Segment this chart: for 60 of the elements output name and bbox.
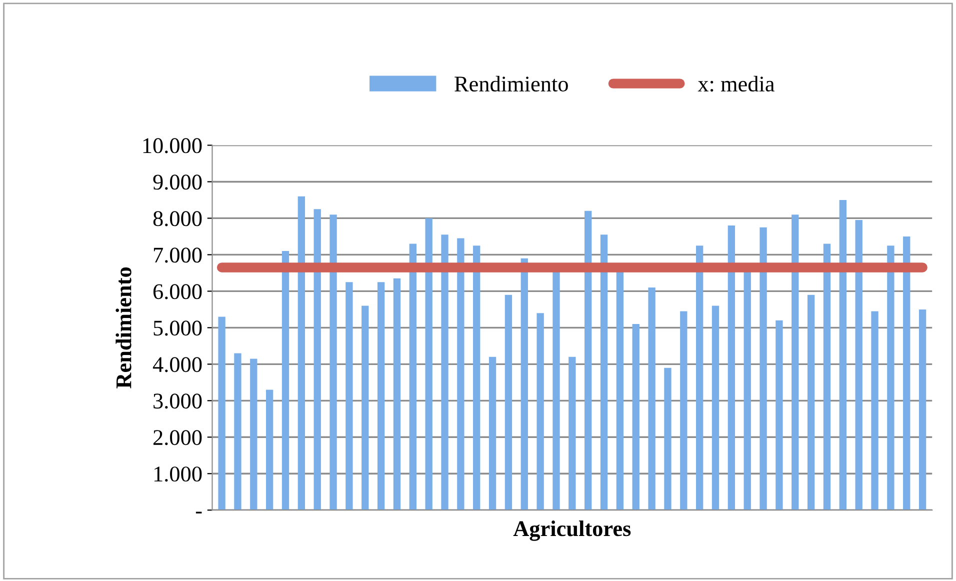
bar xyxy=(488,356,496,510)
bar xyxy=(234,353,242,510)
bar xyxy=(377,282,385,510)
bar xyxy=(393,278,401,510)
bar xyxy=(552,271,560,510)
bar xyxy=(457,238,464,510)
bar xyxy=(696,246,704,510)
y-tick-label: 10.000 xyxy=(143,138,202,154)
y-tick-label: 5.000 xyxy=(154,320,202,336)
legend-label: x: media xyxy=(698,76,774,92)
bar xyxy=(807,294,815,510)
bar xyxy=(282,251,290,510)
y-tick-label: - xyxy=(196,512,202,514)
bar xyxy=(760,227,767,510)
bar xyxy=(664,368,672,510)
bar xyxy=(616,271,624,510)
bar xyxy=(887,246,894,510)
bar xyxy=(314,209,321,510)
y-tick-label: 8.000 xyxy=(153,211,202,226)
bar xyxy=(266,390,274,510)
bar xyxy=(823,244,831,510)
y-tick-label: 4.000 xyxy=(152,357,202,372)
bar xyxy=(298,196,306,510)
bar xyxy=(918,309,926,510)
bar xyxy=(250,358,258,510)
legend-label: Rendimiento xyxy=(454,76,568,92)
bar xyxy=(903,236,910,510)
bar xyxy=(776,320,783,510)
bar xyxy=(330,214,337,510)
bar xyxy=(839,200,846,510)
y-axis-title: Rendimiento xyxy=(116,267,132,388)
y-tick-label: 1.000 xyxy=(154,466,202,482)
y-tick-label: 9.000 xyxy=(153,174,202,190)
bar xyxy=(600,234,608,510)
bar xyxy=(648,288,656,510)
y-tick-label: 7.000 xyxy=(154,248,202,263)
bar xyxy=(504,294,512,510)
bar xyxy=(744,271,751,510)
bar xyxy=(712,306,720,510)
bar xyxy=(473,246,480,510)
bar xyxy=(425,218,432,510)
bar xyxy=(568,356,576,510)
bar xyxy=(536,313,544,510)
y-tick-label: 6.000 xyxy=(153,284,202,300)
bar xyxy=(632,324,640,510)
x-axis-title: Agricultores xyxy=(513,520,631,541)
y-tick-label: 3.000 xyxy=(154,394,202,409)
bar xyxy=(584,210,592,510)
bar xyxy=(855,220,862,510)
bar xyxy=(409,244,416,510)
bar xyxy=(792,214,799,510)
bar xyxy=(871,311,878,510)
bar xyxy=(680,311,688,510)
bar xyxy=(520,258,528,510)
y-tick-label: 2.000 xyxy=(153,430,202,446)
bar xyxy=(346,282,353,510)
bar xyxy=(441,234,448,510)
bar xyxy=(218,316,226,510)
bar xyxy=(362,306,369,510)
bar xyxy=(728,226,736,510)
